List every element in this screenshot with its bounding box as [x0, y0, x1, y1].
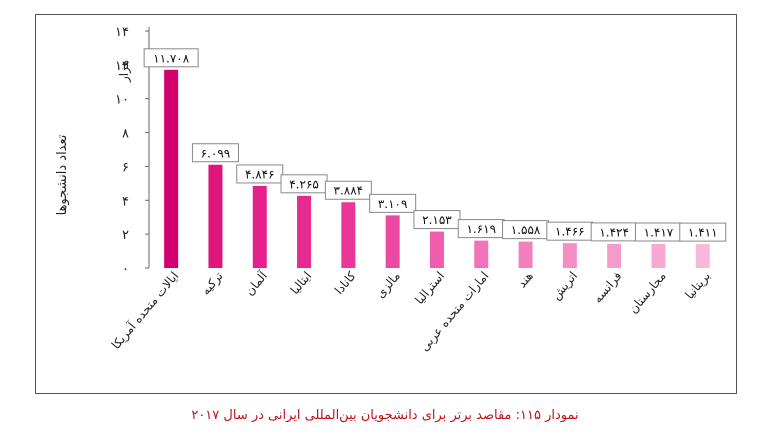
data-label: ۱.۴۱۱ — [688, 226, 718, 240]
x-category-label: هند — [515, 269, 536, 290]
x-category-label: استرالیا — [412, 269, 448, 308]
data-label-box — [369, 193, 417, 213]
data-label: ۱.۵۵۸ — [511, 223, 541, 237]
y-axis-label: تعداد دانشجوها — [55, 134, 70, 215]
x-category-label: مالزی — [373, 269, 404, 301]
data-label: ۱۱.۷۰۸ — [153, 51, 190, 65]
chart-frame: ۰ ۲ ۴ ۶ ۸ ۱۰ ۱۲ ۱۴ تعداد دانشجوها هزار ۱۱.۷۰۸ ایالا… — [35, 14, 737, 394]
y-tick-label: ۴ — [122, 194, 129, 209]
x-category-label: بریتانیا — [682, 269, 714, 303]
bar-chart: ۰ ۲ ۴ ۶ ۸ ۱۰ ۱۲ ۱۴ تعداد دانشجوها هزار ۱۱.۷۰۸ ایالا… — [55, 25, 727, 354]
y-tick-label: ۲ — [122, 228, 129, 243]
bar — [297, 195, 312, 268]
y-tick-label: ۱۲ — [115, 59, 129, 74]
data-label: ۱.۴۶۶ — [555, 225, 585, 239]
bar — [562, 243, 577, 268]
x-category-label: اتریش — [549, 269, 581, 303]
figure-caption: نمودار ۱۱۵: مقاصد برتر برای دانشجویان بی… — [191, 408, 579, 423]
bar — [474, 240, 489, 268]
x-category-label: کانادا — [332, 269, 359, 297]
y-tick-label: ۱۴ — [115, 25, 129, 40]
x-category-label: ترکیه — [198, 269, 226, 298]
data-label: ۴.۸۴۶ — [245, 167, 275, 181]
bar — [695, 244, 710, 268]
bar — [341, 202, 356, 268]
bar — [607, 243, 622, 268]
data-label: ۱.۶۱۹ — [466, 222, 496, 236]
x-category-label: ایتالیا — [288, 269, 315, 297]
bar — [252, 185, 267, 268]
y-axis-unit-label: هزار — [117, 60, 132, 83]
data-label: ۳.۱۰۹ — [378, 197, 408, 211]
x-category-label: آلمان — [242, 268, 271, 298]
bar — [651, 244, 666, 268]
y-tick-label: ۸ — [122, 127, 129, 142]
data-label-box — [324, 180, 372, 200]
y-tick-label: ۶ — [122, 160, 129, 175]
y-tick-label: ۰ — [122, 262, 129, 277]
bar — [208, 164, 223, 268]
bar — [164, 69, 179, 268]
data-label: ۳.۸۸۴ — [334, 184, 364, 198]
y-tick-label: ۱۰ — [115, 93, 129, 108]
bar — [429, 231, 444, 268]
data-label-box — [191, 143, 239, 163]
data-label-box — [143, 48, 199, 68]
x-category-label: مجارستان — [626, 269, 669, 317]
data-label: ۶.۰۹۹ — [201, 146, 231, 160]
x-category-label: ایالات متحده آمریکا — [108, 268, 182, 352]
bar — [385, 215, 400, 268]
bar — [518, 241, 533, 268]
data-label: ۱.۴۱۷ — [644, 226, 674, 240]
data-label: ۴.۲۶۵ — [289, 177, 319, 191]
data-label-box — [236, 164, 284, 184]
data-label: ۲.۱۵۳ — [422, 213, 452, 227]
data-label: ۱.۴۲۴ — [599, 225, 629, 239]
x-category-label: فرانسه — [590, 269, 625, 306]
data-label-box — [679, 222, 727, 242]
